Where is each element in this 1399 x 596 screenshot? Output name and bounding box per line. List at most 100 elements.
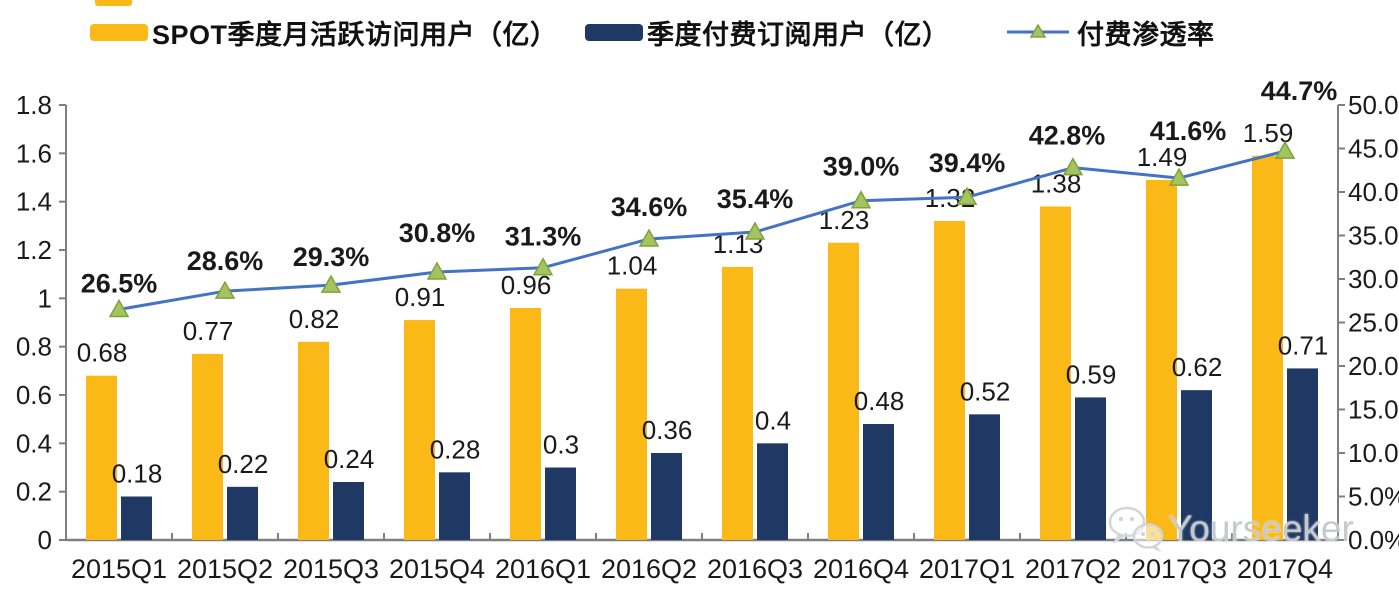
x-axis-category-label: 2017Q1 [919,554,1015,584]
right-axis-tick-label: 15.0% [1348,395,1399,425]
legend-swatch-subs [585,23,643,41]
subs-bar-label: 0.3 [543,430,579,460]
left-axis-tick-label: 1.2 [16,235,52,265]
penetration-marker [1062,157,1084,176]
x-axis-category-label: 2016Q3 [707,554,803,584]
subs-bar-label: 0.71 [1278,330,1329,360]
x-axis-category-label: 2016Q4 [813,554,909,584]
right-axis-tick-label: 20.0% [1348,351,1399,381]
subs-bar-label: 0.59 [1066,359,1117,389]
penetration-marker [108,298,130,318]
subs-bar [1181,390,1212,540]
x-axis-category-label: 2017Q4 [1237,554,1333,584]
subs-bar-label: 0.52 [960,376,1011,406]
penetration-label: 31.3% [505,222,582,252]
legend-item-subs: 季度付费订阅用户（亿） [585,16,950,50]
subs-bar [1075,397,1106,540]
mau-bar-label: 1.04 [607,251,658,281]
left-axis-tick-label: 0.4 [16,428,52,458]
right-axis-tick-label: 40.0% [1348,177,1399,207]
mau-bar [1146,179,1177,540]
legend-item-penetration: 付费渗透率 [1007,16,1215,50]
left-axis-tick-label: 0.2 [16,477,52,507]
penetration-marker [956,186,978,205]
subs-bar-label: 0.48 [854,386,905,416]
penetration-label: 29.3% [293,242,370,272]
legend-label-penetration: 付费渗透率 [1077,19,1215,50]
mau-bar [86,375,117,540]
penetration-label: 28.6% [187,246,264,276]
penetration-line [118,149,1286,311]
x-axis-category-label: 2016Q1 [495,554,591,584]
right-axis-tick-label: 35.0% [1348,221,1399,251]
subs-bar [333,482,364,540]
x-axis-category-label: 2015Q4 [389,554,485,584]
x-axis-category-label: 2015Q1 [71,554,167,584]
penetration-marker [744,221,766,240]
penetration-label: 41.6% [1150,116,1227,146]
mau-bar-label: 0.77 [183,316,234,346]
penetration-label: 35.4% [717,184,794,214]
subs-bar [651,453,682,540]
penetration-label: 39.4% [929,148,1006,178]
penetration-label: 39.0% [823,152,900,182]
penetration-marker [426,261,448,280]
mau-bar [298,341,329,540]
cropped-bar-artifact [95,0,132,6]
x-axis-category-label: 2015Q3 [283,554,379,584]
subs-bar-label: 0.28 [430,434,481,464]
mau-bar [510,308,541,540]
subs-bar [545,467,576,540]
penetration-marker [1168,167,1190,186]
left-axis-tick-label: 0.8 [16,332,52,362]
penetration-marker [638,228,660,247]
penetration-label: 34.6% [611,192,688,222]
x-axis-category-label: 2015Q2 [177,554,273,584]
mau-bar [828,242,859,540]
mau-bar-label: 0.82 [289,304,340,334]
left-axis-tick-label: 1.8 [16,90,52,120]
penetration-label: 42.8% [1029,121,1106,151]
mau-bar [1252,155,1283,540]
right-axis-tick-label: 50.0% [1348,90,1399,120]
subs-bar-label: 0.62 [1172,352,1223,382]
mau-bar [404,320,435,540]
subs-bar-label: 0.22 [218,449,269,479]
left-axis-tick-label: 1.6 [16,138,52,168]
chart-legend: SPOT季度月活跃访问用户（亿） 季度付费订阅用户（亿） 付费渗透率 [0,16,1399,50]
x-axis-category-label: 2017Q3 [1131,554,1227,584]
mau-bar [934,221,965,540]
subs-bar [863,424,894,540]
penetration-marker [532,257,554,276]
mau-bar-label: 1.49 [1137,142,1188,172]
penetration-marker [850,190,872,209]
left-axis-tick-label: 0.6 [16,380,52,410]
right-axis-tick-label: 25.0% [1348,308,1399,338]
subs-bar [969,414,1000,540]
legend-line-marker-icon [1007,23,1069,38]
penetration-marker [320,274,342,293]
x-axis-category-label: 2016Q2 [601,554,697,584]
subs-bar [439,472,470,540]
right-axis-tick-label: 5.0% [1348,482,1399,512]
right-axis-tick-label: 10.0% [1348,438,1399,468]
right-axis-tick-label: 45.0% [1348,134,1399,164]
mau-bar-label: 0.91 [395,282,446,312]
penetration-label: 30.8% [399,218,476,248]
penetration-label: 26.5% [81,268,158,298]
right-axis-tick-label: 30.0% [1348,264,1399,294]
subs-bar-label: 0.4 [755,405,791,435]
right-axis-tick-label: 0.0% [1348,525,1399,555]
penetration-marker [1274,140,1296,159]
subs-bar [227,486,258,540]
subs-bar [1287,368,1318,540]
left-axis-tick-label: 0 [38,525,52,555]
mau-bar [192,353,223,540]
left-axis-tick-label: 1 [38,283,52,313]
subs-bar [121,496,152,540]
legend-item-mau: SPOT季度月活跃访问用户（亿） [90,16,558,50]
legend-label-subs: 季度付费订阅用户（亿） [647,19,950,50]
mau-bar-label: 1.23 [819,205,870,235]
mau-bar [1040,206,1071,540]
